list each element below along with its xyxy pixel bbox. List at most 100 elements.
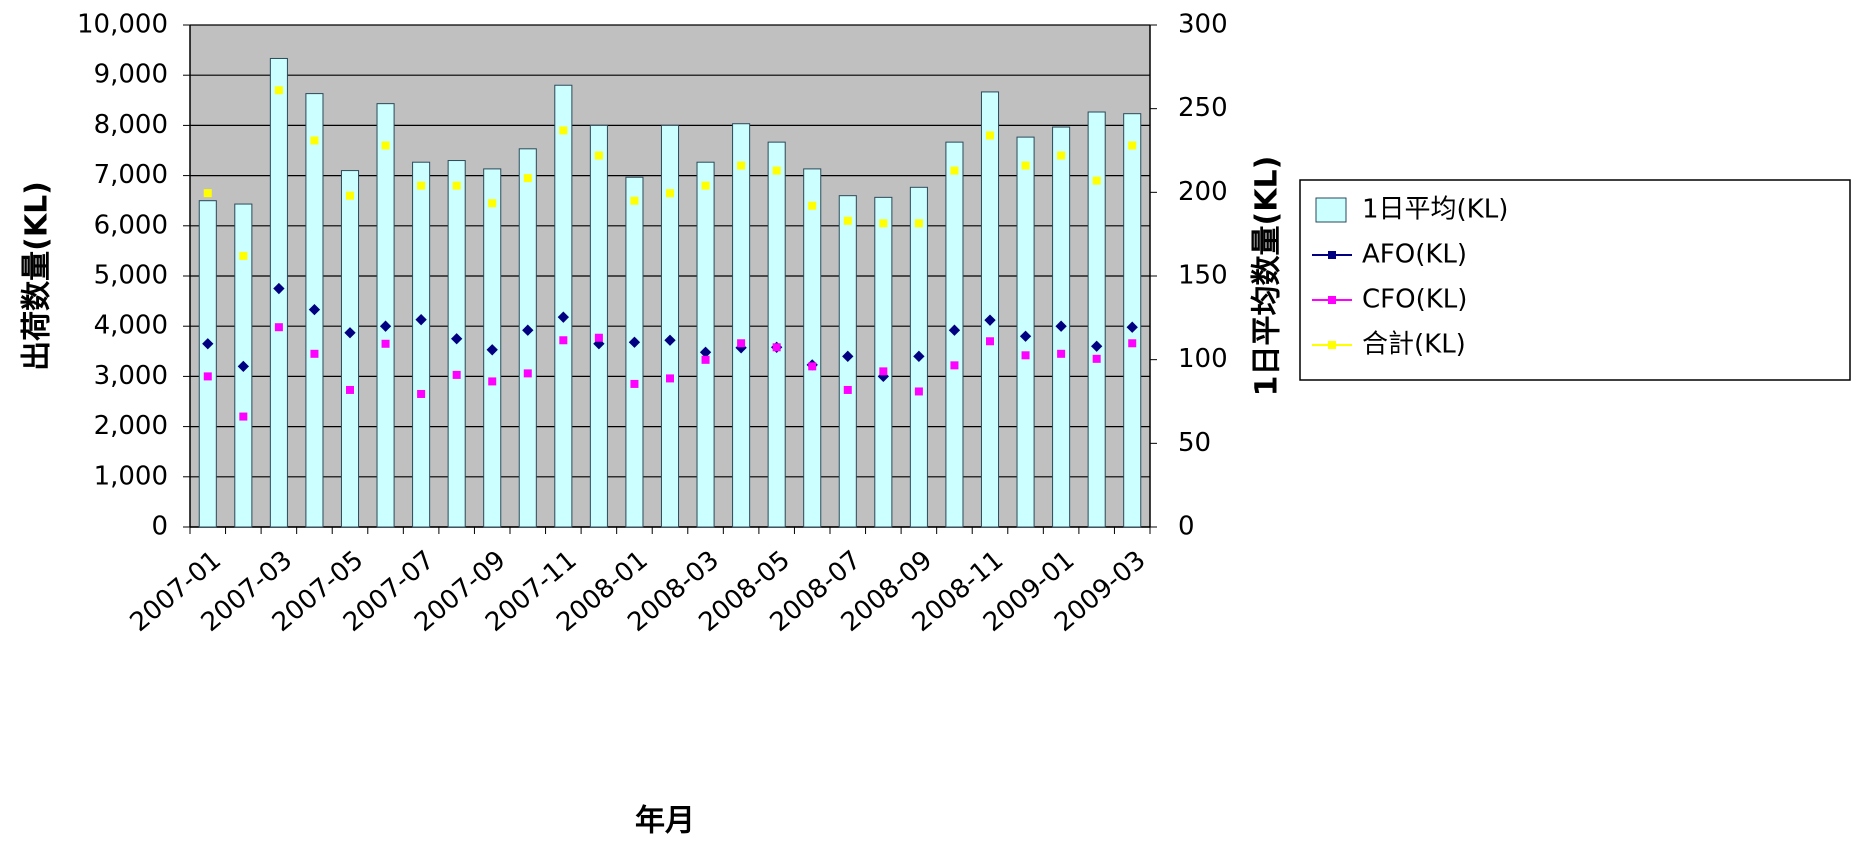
bar — [1123, 113, 1142, 528]
bar — [980, 91, 1000, 528]
marker — [274, 86, 283, 95]
legend-label: AFO(KL) — [1362, 240, 1467, 270]
legend-label: 合計(KL) — [1362, 330, 1466, 360]
bar — [412, 161, 431, 528]
marker — [914, 219, 923, 228]
marker — [1128, 339, 1137, 348]
marker — [1092, 176, 1101, 185]
marker — [1019, 330, 1032, 342]
legend-marker — [1328, 296, 1336, 304]
bar — [518, 148, 537, 528]
bar — [660, 124, 680, 528]
marker — [594, 333, 603, 342]
marker — [737, 339, 746, 348]
y-tick-label: 3,000 — [94, 361, 168, 391]
bar — [589, 124, 608, 528]
marker — [950, 166, 959, 175]
marker — [381, 339, 390, 348]
marker — [666, 374, 674, 383]
y-tick-label: 6,000 — [94, 210, 168, 240]
y-axis-title: 出荷数量(KL) — [20, 181, 55, 371]
marker — [913, 350, 925, 362]
marker — [808, 201, 817, 210]
marker — [664, 334, 676, 346]
marker — [737, 161, 746, 170]
marker — [628, 336, 641, 348]
marker — [346, 191, 354, 200]
bar — [198, 200, 217, 528]
marker — [310, 136, 319, 145]
marker — [308, 303, 321, 316]
y2-tick-label: 150 — [1178, 261, 1228, 291]
marker — [559, 336, 568, 345]
legend-marker — [1328, 341, 1336, 349]
marker — [273, 282, 285, 295]
marker — [808, 362, 817, 371]
marker — [914, 387, 923, 396]
marker — [381, 141, 390, 150]
marker — [488, 377, 497, 386]
marker — [1055, 320, 1067, 332]
marker — [559, 126, 568, 135]
marker — [310, 349, 319, 358]
marker — [1021, 351, 1030, 360]
y-tick-label: 10,000 — [77, 10, 168, 40]
bar — [1087, 111, 1106, 528]
y-tick-label: 1,000 — [94, 461, 168, 491]
marker — [699, 346, 712, 358]
bar — [340, 170, 360, 528]
marker — [843, 216, 852, 225]
marker — [772, 343, 781, 352]
marker — [772, 166, 781, 175]
bar — [696, 161, 715, 528]
marker — [488, 199, 497, 208]
y-tick-label: 0 — [151, 512, 168, 542]
marker — [346, 385, 354, 394]
marker — [344, 327, 356, 339]
marker — [630, 379, 639, 388]
marker — [237, 360, 249, 373]
marker — [523, 369, 532, 378]
marker — [594, 151, 603, 160]
legend — [1299, 179, 1851, 381]
marker — [203, 189, 212, 198]
marker — [274, 323, 283, 332]
marker — [452, 181, 461, 190]
marker — [879, 367, 888, 376]
bar — [554, 84, 573, 528]
marker — [452, 370, 461, 379]
bar — [625, 176, 644, 528]
y2-tick-label: 50 — [1178, 428, 1211, 458]
marker — [842, 350, 854, 362]
marker — [950, 361, 959, 370]
marker — [879, 219, 888, 228]
marker — [986, 337, 994, 346]
marker — [557, 311, 569, 323]
marker — [203, 372, 212, 381]
y2-tick-label: 0 — [1178, 512, 1195, 542]
y-tick-label: 8,000 — [94, 110, 168, 140]
marker — [415, 314, 427, 326]
marker — [486, 344, 498, 356]
bar — [767, 141, 786, 528]
legend-swatch — [1315, 197, 1347, 223]
marker — [1128, 141, 1137, 150]
y2-tick-label: 200 — [1178, 177, 1228, 207]
marker — [523, 174, 532, 183]
marker — [202, 338, 214, 350]
marker — [417, 389, 426, 398]
bar — [803, 168, 822, 528]
marker — [843, 385, 852, 394]
marker — [1057, 151, 1066, 160]
x-axis-title: 年月 — [635, 804, 695, 839]
legend-marker — [1328, 251, 1336, 259]
marker — [701, 355, 710, 364]
bar — [874, 196, 893, 528]
marker — [948, 324, 961, 336]
marker — [417, 181, 426, 190]
marker — [1057, 349, 1066, 358]
marker — [701, 181, 710, 190]
bar — [376, 103, 395, 528]
marker — [1126, 321, 1138, 333]
legend-label: 1日平均(KL) — [1362, 195, 1508, 225]
